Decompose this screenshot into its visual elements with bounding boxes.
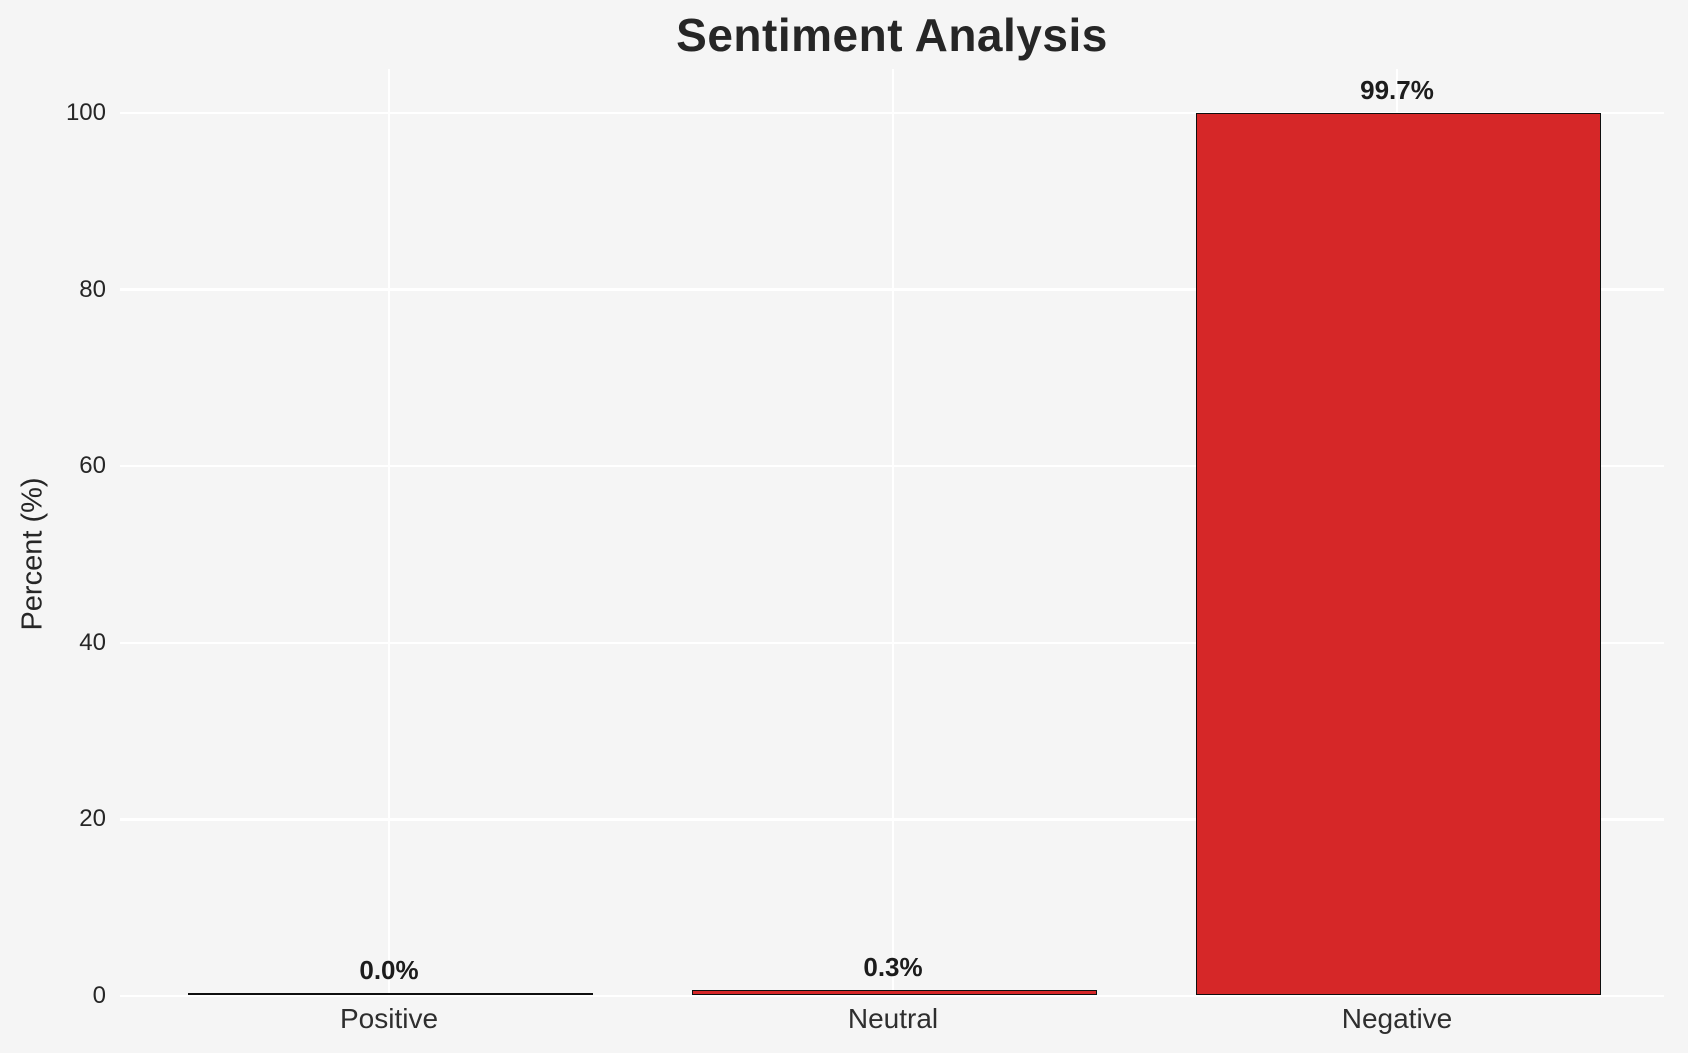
gridline-vertical xyxy=(387,69,391,996)
y-tick-label: 80 xyxy=(79,275,106,303)
chart-title: Sentiment Analysis xyxy=(676,9,1108,61)
y-tick-label: 20 xyxy=(79,805,106,833)
y-tick-label: 60 xyxy=(79,452,106,480)
gridline-horizontal xyxy=(120,994,1664,998)
bar-value-label: 99.7% xyxy=(1360,74,1434,105)
x-tick-label: Negative xyxy=(1341,1003,1453,1034)
gridline-vertical xyxy=(891,69,895,996)
y-tick-label: 40 xyxy=(79,628,106,656)
bar-neutral xyxy=(691,990,1097,995)
bar-positive xyxy=(187,993,593,995)
bar-negative xyxy=(1195,112,1601,995)
y-tick-label: 0 xyxy=(92,982,106,1009)
bar-value-label: 0.3% xyxy=(863,952,923,983)
x-tick-label: Neutral xyxy=(847,1003,939,1034)
bar-value-label: 0.0% xyxy=(359,955,419,985)
x-tick-label: Positive xyxy=(339,1003,439,1034)
y-axis-label: Percent (%) xyxy=(16,477,49,631)
y-tick-label: 100 xyxy=(65,99,106,126)
